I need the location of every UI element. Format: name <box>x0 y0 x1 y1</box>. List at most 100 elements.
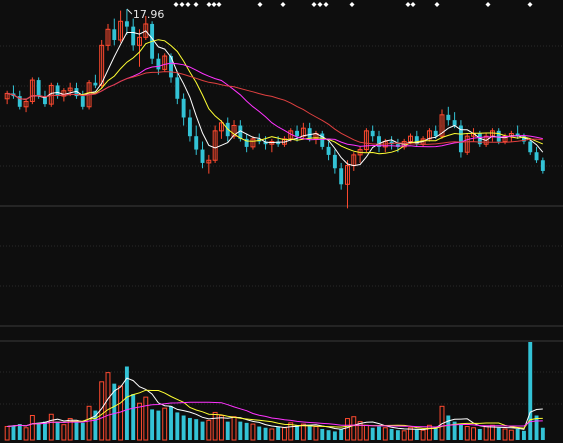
candle-down <box>377 136 381 147</box>
volume-bar-down <box>74 421 79 440</box>
volume-bar-down <box>131 394 136 440</box>
candle-up <box>67 87 73 92</box>
volume-bar-down <box>339 428 344 440</box>
volume-bar-up <box>137 402 142 441</box>
candle-up <box>218 122 224 132</box>
marker-diamond <box>193 2 199 7</box>
volume-bar-down <box>17 424 22 440</box>
candle-up <box>206 159 212 164</box>
marker-diamond <box>405 2 411 7</box>
volume-bar-up <box>269 428 275 441</box>
candle-down <box>74 88 79 97</box>
ma-line-5 <box>7 30 544 167</box>
volume-bar-down <box>169 406 173 440</box>
max-label-leader <box>126 8 133 15</box>
volume-bar-up <box>23 427 29 441</box>
volume-bar-down <box>332 431 337 440</box>
candle-up <box>464 135 470 153</box>
candle-down <box>194 136 199 150</box>
marker-diamond <box>311 2 317 7</box>
volume-bar-down <box>320 428 325 440</box>
candle-up <box>4 92 10 100</box>
volume-bar-down <box>187 417 192 440</box>
candle-down <box>307 128 312 139</box>
candle-down <box>433 130 438 137</box>
volume-bar-down <box>326 430 331 440</box>
volume-bar-down <box>263 427 268 440</box>
candle-down <box>244 138 249 147</box>
candle-up <box>363 130 369 151</box>
volume-bar-down <box>225 421 230 440</box>
grid-lines <box>0 45 563 405</box>
volume-bar-down <box>295 425 300 440</box>
volume-bar-up <box>86 405 92 441</box>
volume-bar-up <box>143 396 149 441</box>
marker-diamond <box>185 2 191 7</box>
candle-up <box>118 20 124 41</box>
candle-up <box>408 135 413 143</box>
volume-bar-down <box>43 421 47 440</box>
candle-down <box>521 136 526 142</box>
candle-up <box>99 44 105 86</box>
volume-bar-up <box>471 427 476 441</box>
volume-bar-down <box>307 425 312 440</box>
volume-bar-down <box>124 366 129 440</box>
volume-bar-down <box>194 419 199 440</box>
candle-up <box>426 130 432 140</box>
marker-diamond <box>216 2 222 7</box>
candle-up <box>23 100 29 108</box>
volume-bar-up <box>382 427 388 441</box>
marker-diamond <box>280 2 286 7</box>
candle-down <box>93 82 98 86</box>
volume-bar-down <box>93 410 98 440</box>
marker-diamond <box>179 2 185 7</box>
candle-down <box>534 152 539 161</box>
volume-bar-down <box>36 422 41 440</box>
candle-down <box>477 133 482 145</box>
marker-diamond <box>485 2 491 7</box>
volume-bar-up <box>345 418 350 441</box>
volume-bar-up <box>408 427 413 441</box>
candle-down <box>295 130 300 137</box>
max-price-label: 17.96 <box>133 8 165 21</box>
candle-up <box>212 130 218 161</box>
candle-down <box>452 120 457 126</box>
volume-bar-up <box>508 429 514 441</box>
candle-up <box>29 79 35 102</box>
candle-up <box>439 114 445 137</box>
volume-bar-down <box>181 415 186 440</box>
volume-bar-up <box>300 423 306 441</box>
volume-bar-down <box>477 428 482 440</box>
volume-bar-up <box>67 418 73 441</box>
volume-bar-down <box>515 428 520 440</box>
volume-bar-up <box>351 416 357 441</box>
marker-diamond <box>211 2 217 7</box>
volume-bar-down <box>11 425 16 440</box>
volume-bar-up <box>48 413 54 441</box>
candle-down <box>326 146 331 155</box>
ma-line-30 <box>7 71 543 146</box>
volume-bar-down <box>395 430 400 440</box>
volume-bar-down <box>238 421 243 440</box>
volume-bar-down <box>55 421 60 440</box>
candle-down <box>17 96 22 107</box>
volume-bars <box>4 342 545 441</box>
candle-down <box>540 160 545 171</box>
candle-down <box>458 125 463 153</box>
marker-diamond <box>323 2 329 7</box>
volume-bar-down <box>389 428 394 440</box>
candle-down <box>55 85 60 97</box>
marker-diamond <box>317 2 323 7</box>
volume-ma-line-5 <box>7 377 543 431</box>
volume-bar-down <box>244 422 249 440</box>
volume-bar-up <box>231 416 237 441</box>
volume-bar-up <box>357 421 363 441</box>
volume-bar-down <box>433 427 438 440</box>
volume-bar-up <box>250 423 256 441</box>
candle-down <box>395 144 400 147</box>
candle-up <box>105 28 111 46</box>
candle-down <box>112 29 117 40</box>
marker-diamond <box>410 2 416 7</box>
